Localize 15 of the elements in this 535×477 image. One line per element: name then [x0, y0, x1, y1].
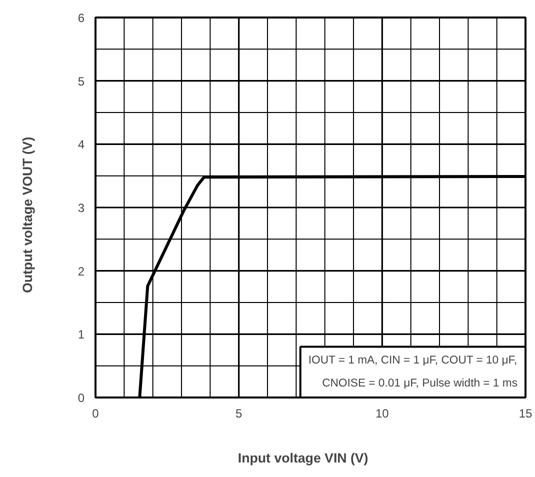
y-tick-label: 5 — [78, 74, 85, 88]
y-tick-label: 0 — [78, 391, 85, 405]
x-tick-label: 0 — [92, 406, 100, 420]
annotation: CNOISE = 0.01 μF, Pulse width = 1 ms — [322, 378, 518, 390]
x-tick-label: 5 — [235, 406, 242, 420]
x-axis-title: Input voltage VIN (V) — [238, 450, 368, 466]
x-tick-label: 10 — [375, 406, 390, 420]
x-tick-label: 15 — [518, 406, 532, 420]
y-tick-label: 4 — [78, 138, 85, 152]
y-axis-title: Output voltage VOUT (V) — [20, 136, 35, 294]
y-tick-label: 2 — [78, 264, 85, 278]
y-tick-label: 6 — [78, 11, 85, 25]
annotation: IOUT = 1 mA, CIN = 1 μF, COUT = 10 μF, — [308, 354, 518, 367]
y-tick-label: 1 — [78, 328, 85, 342]
y-tick-label: 3 — [78, 201, 85, 215]
